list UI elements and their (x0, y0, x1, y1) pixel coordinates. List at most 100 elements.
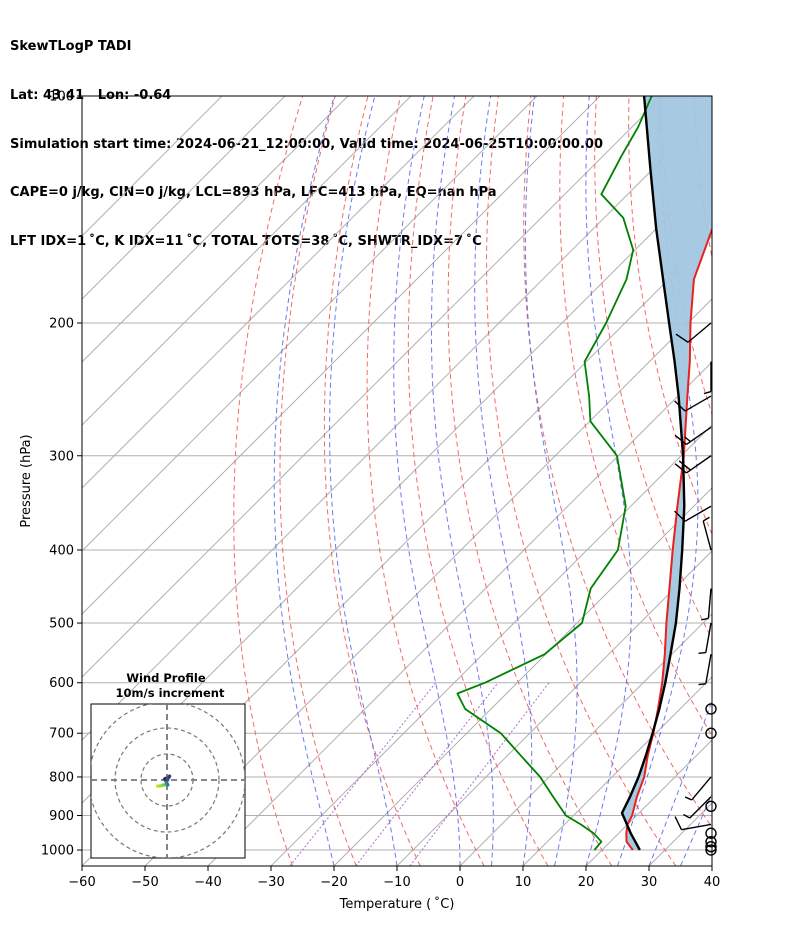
x-tick-label: −20 (320, 875, 347, 890)
temperature-line (625, 227, 712, 851)
dry-adiabat (407, 96, 549, 866)
x-tick-label: 20 (578, 875, 595, 890)
dry-adiabat (727, 96, 794, 866)
mixing-ratio-line (289, 682, 437, 866)
wind-barb (698, 654, 712, 686)
y-tick-label: 1000 (41, 844, 74, 859)
wind-barb (705, 844, 717, 856)
parcel-line (620, 96, 686, 851)
y-tick-label: 600 (49, 676, 74, 691)
wind-barb (705, 703, 717, 715)
barb-staff (684, 395, 712, 412)
calm-wind-circle (705, 800, 717, 812)
barb-staff (681, 823, 712, 831)
axis-ticks: −60 −50 −40 −30 −20 −10 0 10 20 30 40 100 200 300 400 5… (41, 90, 720, 891)
barb-staff (705, 622, 712, 653)
wind-barb (674, 455, 712, 474)
barb-staff (691, 776, 712, 801)
wind-barb (675, 322, 712, 343)
wind-barb (674, 816, 712, 831)
y-tick-label: 200 (49, 316, 74, 331)
cape-cin-shading (622, 96, 712, 850)
y-tick-label: 800 (49, 770, 74, 785)
wind-barbs (674, 322, 717, 856)
isotherm-line (82, 96, 349, 363)
barb-staff (707, 588, 712, 619)
x-tick-label: 10 (515, 875, 532, 890)
dry-adiabat (661, 96, 712, 416)
hodograph-subtitle: 10m/s increment (116, 686, 225, 700)
moist-adiabat (430, 96, 494, 866)
barb-half-flag (703, 390, 712, 395)
moist-adiabat (585, 96, 632, 866)
isotherm-line (711, 865, 712, 866)
calm-wind-circle (705, 727, 717, 739)
y-tick-label: 500 (49, 617, 74, 632)
barb-staff (702, 520, 712, 551)
wind-barb (683, 796, 712, 819)
isotherm-line (82, 96, 475, 489)
wind-barb (705, 836, 717, 848)
moist-adiabat (273, 96, 335, 866)
isotherm-line (333, 487, 712, 866)
barb-half-flag (701, 617, 709, 621)
isotherm-line (459, 613, 712, 866)
moist-adiabat (474, 96, 533, 866)
dry-adiabat (759, 96, 794, 866)
y-tick-label: 700 (49, 727, 74, 742)
wind-barb (703, 361, 712, 395)
barb-flag (674, 463, 687, 474)
hodograph-title: Wind Profile (126, 671, 206, 685)
dewpoint-line (456, 96, 653, 851)
calm-wind-circle (705, 844, 717, 856)
wind-barb (674, 395, 712, 412)
wind-barb (674, 505, 712, 522)
dry-adiabat (523, 96, 712, 829)
barb-flag (674, 400, 686, 412)
hodograph-plot (91, 704, 245, 858)
moist-adiabat (329, 96, 398, 866)
isotherm-line (270, 424, 712, 866)
wind-barb (701, 588, 712, 621)
barb-half-flag (698, 651, 706, 655)
chart-title: SkewTLogP TADI (10, 39, 132, 55)
isotherm-line (82, 96, 664, 678)
isotherm-line (82, 96, 412, 426)
isotherm-line (82, 109, 712, 741)
wind-barb (705, 800, 717, 812)
calm-wind-circle (705, 841, 717, 853)
wind-barb (674, 426, 712, 446)
y-axis-label: Pressure (hPa) (19, 434, 34, 527)
x-tick-label: −30 (257, 875, 284, 890)
x-tick-label: 40 (704, 875, 721, 890)
wind-barb (705, 827, 717, 839)
x-tick-label: 0 (456, 875, 464, 890)
x-tick-label: 30 (641, 875, 658, 890)
hodograph-inset: Wind Profile 10m/s increment (90, 671, 246, 859)
x-tick-label: −40 (194, 875, 221, 890)
barb-half-flag (702, 516, 710, 522)
isotherm-line (144, 298, 712, 866)
dry-adiabat (486, 96, 677, 866)
barb-staff (684, 505, 712, 522)
moist-adiabat (524, 96, 578, 866)
isotherm-line (82, 96, 223, 237)
dry-adiabat (366, 96, 485, 866)
x-tick-label: −50 (131, 875, 158, 890)
isotherm-line (82, 96, 601, 615)
wind-barb (684, 776, 712, 801)
x-tick-label: −10 (383, 875, 410, 890)
dry-adiabat (323, 96, 421, 866)
mixing-ratio-line (409, 682, 550, 866)
y-tick-label: 400 (49, 543, 74, 558)
wind-barb (698, 622, 712, 655)
y-tick-label: 300 (49, 449, 74, 464)
index-text: LFT IDX=1 ˚C, K IDX=11 ˚C, TOTAL TOTS=38… (10, 233, 482, 249)
barb-flag (675, 333, 689, 343)
calm-wind-circle (705, 836, 717, 848)
barb-staff (705, 654, 712, 684)
stability-text: CAPE=0 j/kg, CIN=0 j/kg, LCL=893 hPa, LF… (10, 185, 497, 201)
y-tick-label: 100 (49, 90, 74, 105)
isotherm-line (207, 361, 712, 866)
